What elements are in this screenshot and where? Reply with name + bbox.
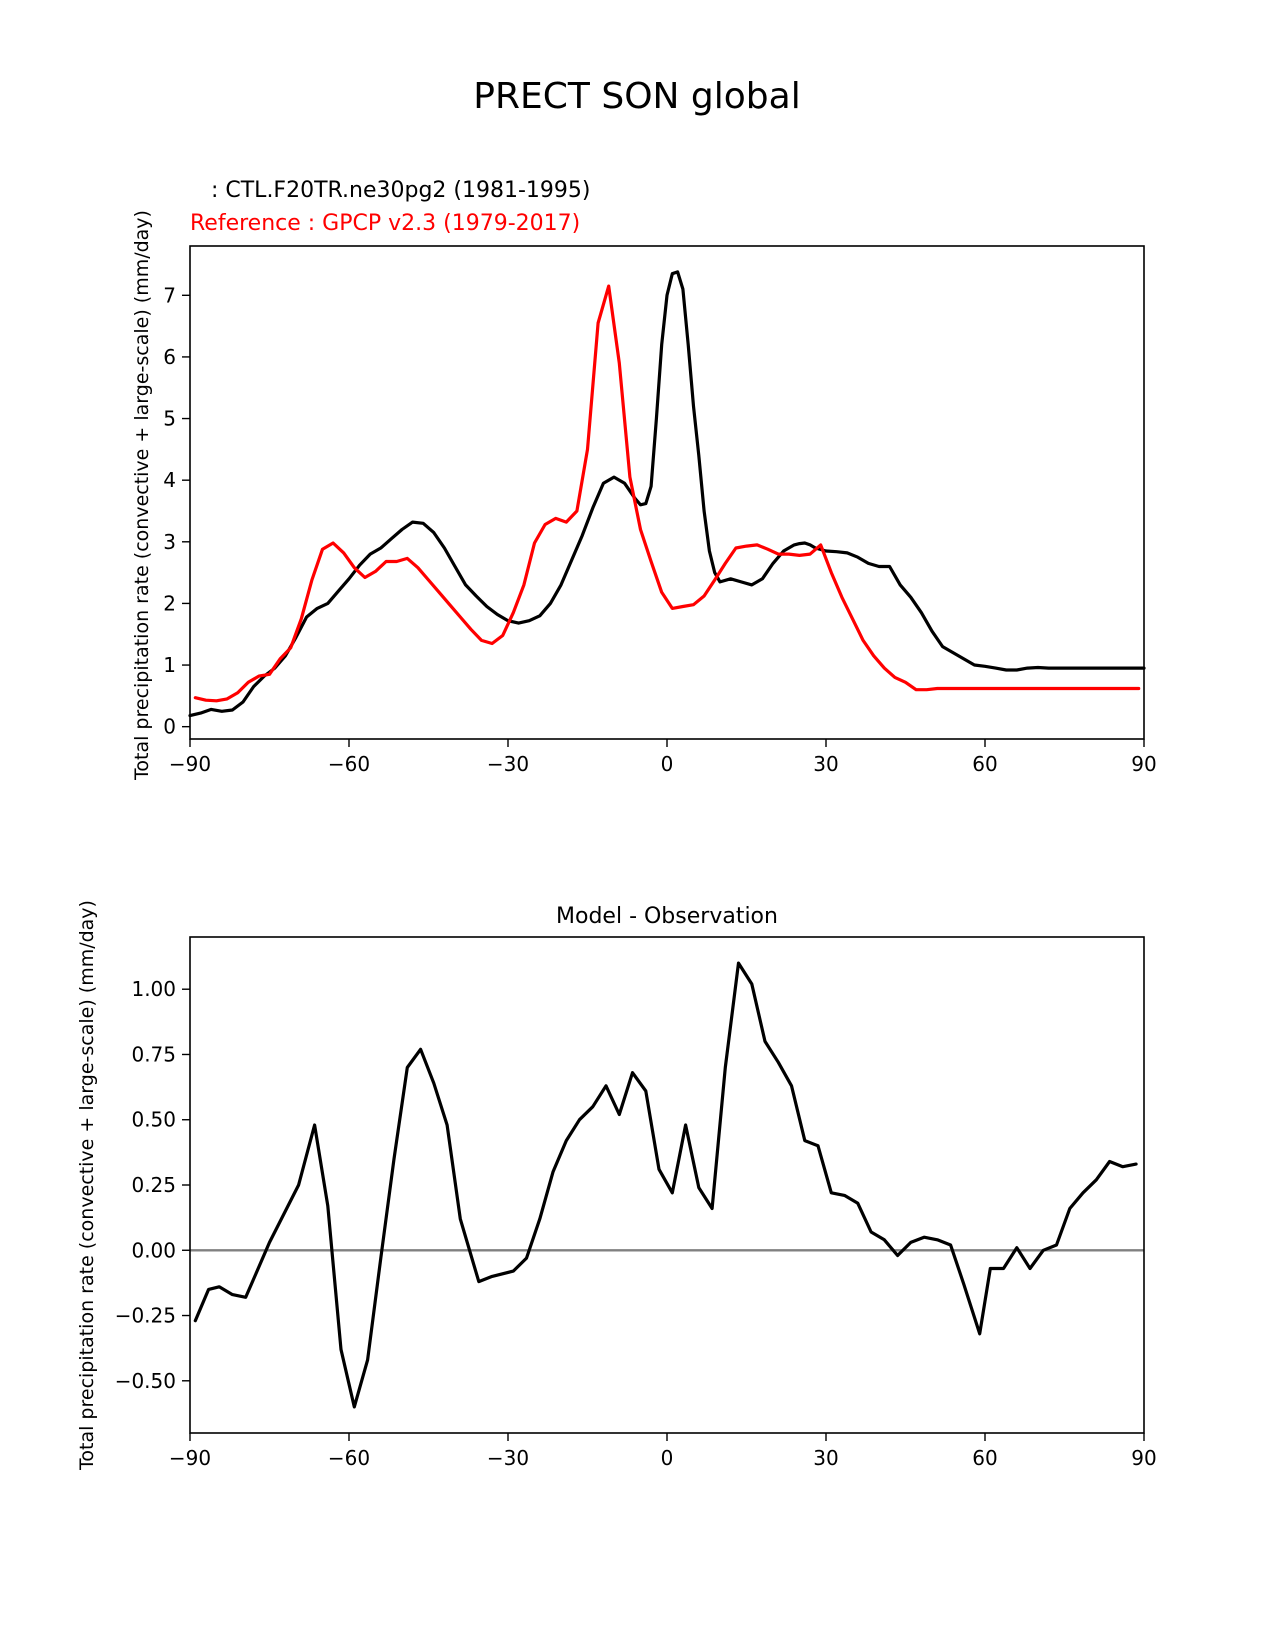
top-xtick-label: 90: [1131, 752, 1156, 776]
bottom-xtick-label: 60: [972, 1446, 997, 1470]
top-series-model-line: [188, 270, 1146, 718]
bottom-panel-ylabel: Total precipitation rate (convective + l…: [76, 900, 98, 1471]
bottom-ytick-label: 0.00: [131, 1238, 176, 1262]
top-ytick-label: 4: [163, 468, 176, 492]
bottom-ytick-label: −0.25: [115, 1304, 176, 1328]
bottom-panel-title: Model - Observation: [556, 904, 778, 929]
top-xtick-label: −90: [169, 752, 211, 776]
legend-reference-label: Reference : GPCP v2.3 (1979-2017): [190, 211, 580, 236]
bottom-ytick-label: 1.00: [131, 977, 176, 1001]
bottom-ytick-label: 0.75: [131, 1042, 176, 1066]
top-ytick-label: 1: [163, 653, 176, 677]
bottom-ytick-label: −0.50: [115, 1369, 176, 1393]
figure-title: PRECT SON global: [473, 76, 800, 117]
bottom-xtick-label: −60: [328, 1446, 370, 1470]
top-panel-ylabel: Total precipitation rate (convective + l…: [131, 210, 153, 781]
top-xtick-label: −60: [328, 752, 370, 776]
bottom-series-model-line: [193, 961, 1138, 1409]
top-ytick-label: 5: [163, 407, 176, 431]
bottom-panel-difference: Model - Observation Total precipitation …: [76, 900, 1157, 1471]
top-xtick-label: 30: [813, 752, 838, 776]
bottom-xtick-label: 90: [1131, 1446, 1156, 1470]
bottom-ytick-label: 0.25: [131, 1173, 176, 1197]
top-panel-frame: [189, 245, 1145, 740]
top-panel-precip-profile: : CTL.F20TR.ne30pg2 (1981-1995) Referenc…: [131, 178, 1157, 781]
bottom-xtick-label: 0: [661, 1446, 674, 1470]
top-xtick-label: 0: [661, 752, 674, 776]
bottom-panel-frame: [189, 936, 1145, 1434]
top-ytick-label: 2: [163, 591, 176, 615]
top-ytick-label: 0: [163, 715, 176, 739]
legend-model-label: : CTL.F20TR.ne30pg2 (1981-1995): [190, 178, 591, 203]
top-ytick-label: 3: [163, 530, 176, 554]
top-ytick-label: 6: [163, 345, 176, 369]
top-xtick-label: −30: [487, 752, 529, 776]
bottom-xtick-label: −30: [487, 1446, 529, 1470]
bottom-xtick-label: −90: [169, 1446, 211, 1470]
top-series-reference-line: [193, 284, 1141, 703]
top-ytick-label: 7: [163, 283, 176, 307]
top-xtick-label: 60: [972, 752, 997, 776]
bottom-xtick-label: 30: [813, 1446, 838, 1470]
bottom-ytick-label: 0.50: [131, 1108, 176, 1132]
